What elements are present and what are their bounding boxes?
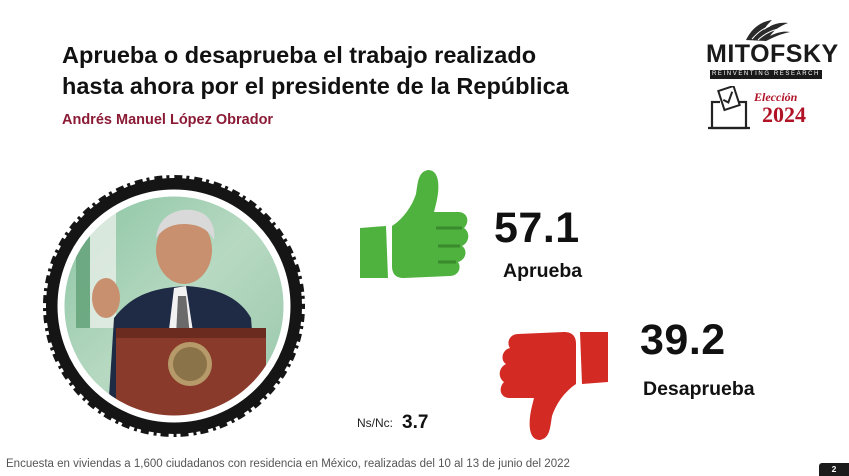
- desaprueba-mark: [580, 332, 608, 384]
- page-number-badge: 2: [819, 463, 849, 476]
- desaprueba-label: Desaprueba: [643, 378, 755, 400]
- nsnc-label: Ns/Nc:: [357, 416, 393, 430]
- page-title: Aprueba o desaprueba el trabajo realizad…: [62, 40, 622, 102]
- nsnc-value: 3.7: [402, 412, 429, 433]
- aprueba-mark: [360, 226, 388, 278]
- thumbs-up-icon: [360, 170, 469, 278]
- ballot-box-icon: [708, 86, 750, 130]
- title-line-2: hasta ahora por el presidente de la Repú…: [62, 73, 569, 99]
- thumbs-down-icon: [499, 332, 608, 440]
- aprueba-value: 57.1: [494, 204, 580, 252]
- survey-footnote: Encuesta en viviendas a 1,600 ciudadanos…: [6, 458, 570, 470]
- mitofsky-logo: MITOFSKY REINVENTING RESEARCH Elección 2…: [700, 14, 838, 132]
- bird-logo-icon: [746, 20, 790, 41]
- eleccion-year: 2024: [762, 102, 806, 127]
- desaprueba-value: 39.2: [640, 316, 726, 364]
- eleccion-label: Elección: [754, 90, 798, 104]
- title-line-1: Aprueba o desaprueba el trabajo realizad…: [62, 42, 537, 68]
- logo-tagline: REINVENTING RESEARCH: [710, 70, 822, 79]
- logo-name: MITOFSKY: [706, 40, 839, 68]
- president-portrait: [43, 175, 305, 437]
- page-subtitle: Andrés Manuel López Obrador: [62, 112, 274, 128]
- aprueba-label: Aprueba: [503, 260, 583, 282]
